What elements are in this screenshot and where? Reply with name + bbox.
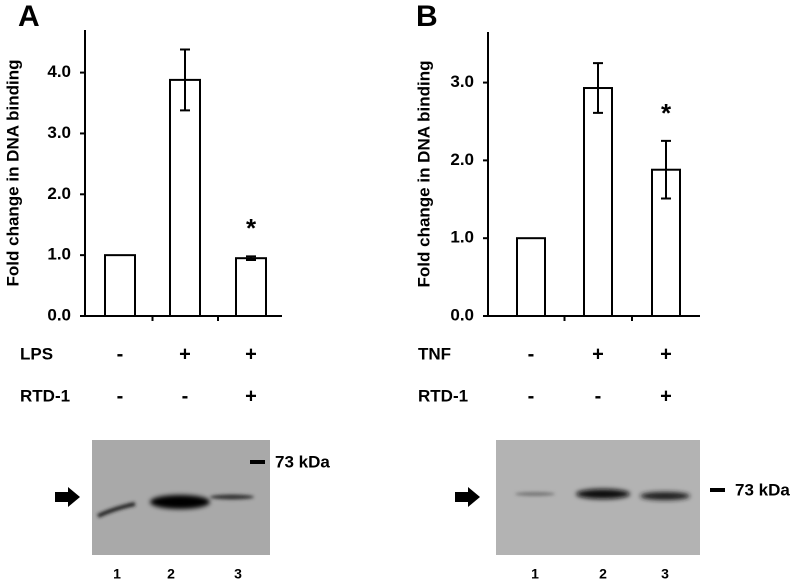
lane-number: 3	[234, 566, 242, 582]
error-bar	[246, 255, 256, 262]
marker-line	[250, 460, 265, 464]
significance-marker: *	[661, 98, 672, 128]
treatment-sign: -	[528, 343, 535, 365]
y-tick-label: 1.0	[450, 228, 474, 247]
treatment-sign: +	[179, 343, 191, 365]
treatment-sign: +	[660, 343, 672, 365]
panel-label: B	[416, 0, 438, 33]
blot-marker-label: 73 kDa	[275, 452, 330, 471]
treatment-label: TNF	[418, 344, 451, 363]
error-bar	[180, 48, 190, 112]
treatment-sign: +	[245, 343, 257, 365]
bar	[235, 257, 267, 318]
treatment-label: RTD-1	[20, 386, 70, 405]
treatment-sign: -	[182, 385, 189, 407]
error-bar	[661, 139, 671, 200]
bar	[516, 237, 546, 318]
arrow	[455, 487, 480, 507]
blot-band	[640, 492, 690, 500]
blot-band	[150, 495, 210, 509]
y-axis-label: Fold change in DNA binding	[414, 61, 433, 288]
treatment-sign: +	[660, 385, 672, 407]
bar	[104, 254, 136, 318]
significance-marker: *	[246, 213, 257, 243]
treatment-sign: -	[117, 343, 124, 365]
arrow	[55, 487, 80, 507]
y-tick-label: 0.0	[47, 305, 71, 324]
blot-image	[455, 440, 725, 555]
y-tick-label: 0.0	[450, 305, 474, 324]
y-tick-label: 1.0	[47, 245, 71, 264]
lane-number: 3	[661, 566, 669, 582]
blot-image	[55, 440, 270, 555]
blot-marker-label: 73 kDa	[735, 480, 790, 499]
treatment-sign: -	[595, 385, 602, 407]
blot-band	[210, 494, 254, 500]
blot-band	[515, 492, 555, 496]
y-tick-label: 3.0	[47, 123, 71, 142]
lane-number: 1	[113, 566, 121, 582]
bar	[169, 78, 201, 317]
treatment-sign: -	[528, 385, 535, 407]
lane-number: 2	[599, 566, 607, 582]
lane-number: 2	[167, 566, 175, 582]
y-tick-label: 4.0	[47, 62, 71, 81]
error-bar	[593, 62, 603, 114]
y-tick-label: 3.0	[450, 72, 474, 91]
treatment-sign: +	[592, 343, 604, 365]
treatment-sign: +	[245, 385, 257, 407]
y-axis-label: Fold change in DNA binding	[3, 60, 22, 287]
blot-band	[576, 489, 630, 499]
treatment-label: RTD-1	[418, 386, 468, 405]
blot-band	[97, 502, 136, 518]
y-tick-label: 2.0	[47, 184, 71, 203]
treatment-label: LPS	[20, 344, 53, 363]
lane-number: 1	[531, 566, 539, 582]
y-tick-label: 2.0	[450, 150, 474, 169]
bar	[583, 87, 613, 318]
panel-label: A	[18, 0, 40, 33]
bar	[651, 168, 681, 317]
marker-line	[710, 488, 725, 492]
treatment-sign: -	[117, 385, 124, 407]
